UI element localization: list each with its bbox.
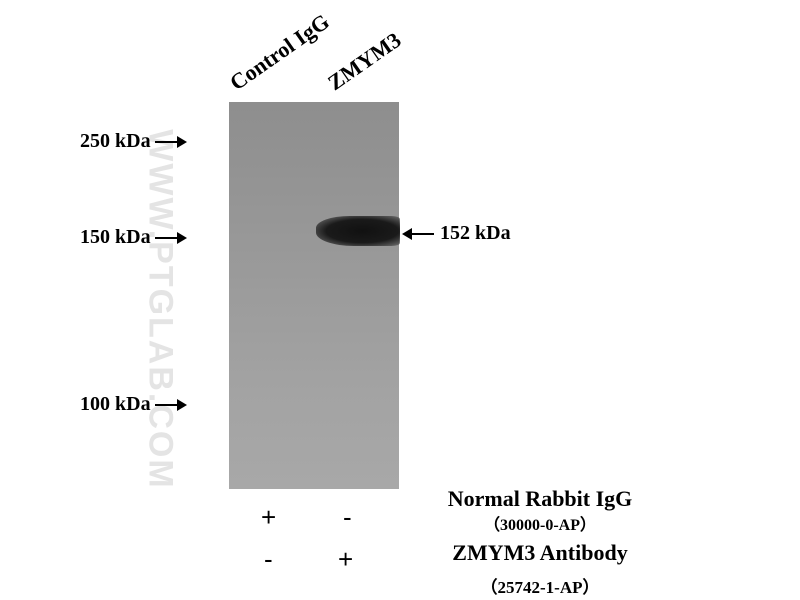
marker-250: 250 kDa <box>80 130 187 153</box>
condition-name: ZMYM3 Antibody <box>452 540 628 565</box>
sign: + <box>338 544 354 574</box>
band-size-label: 152 kDa <box>402 222 511 245</box>
lane-label-zmym3: ZMYM3 <box>323 27 406 96</box>
arrow-left-icon <box>402 227 434 240</box>
marker-label: 150 kDa <box>80 226 151 248</box>
arrow-right-icon <box>154 135 187 148</box>
arrow-right-icon <box>154 398 187 411</box>
marker-label: 100 kDa <box>80 393 151 415</box>
marker-label: 250 kDa <box>80 130 151 152</box>
blot-membrane <box>229 102 399 489</box>
band-label: 152 kDa <box>440 222 511 244</box>
marker-100: 100 kDa <box>80 393 187 416</box>
condition-catalog: （25742-1-AP） <box>480 578 600 597</box>
marker-150: 150 kDa <box>80 226 187 249</box>
condition-name: Normal Rabbit IgG <box>447 486 633 511</box>
arrow-right-icon <box>154 231 187 244</box>
condition-catalog: （30000-0-AP） <box>484 517 596 534</box>
watermark: WWW.PTGLAB.COM <box>141 129 180 490</box>
sign: - <box>264 544 273 574</box>
protein-band <box>316 216 400 246</box>
sign: - <box>343 502 352 532</box>
lane-label-control-igg: Control IgG <box>225 8 334 96</box>
sign: + <box>261 502 277 532</box>
